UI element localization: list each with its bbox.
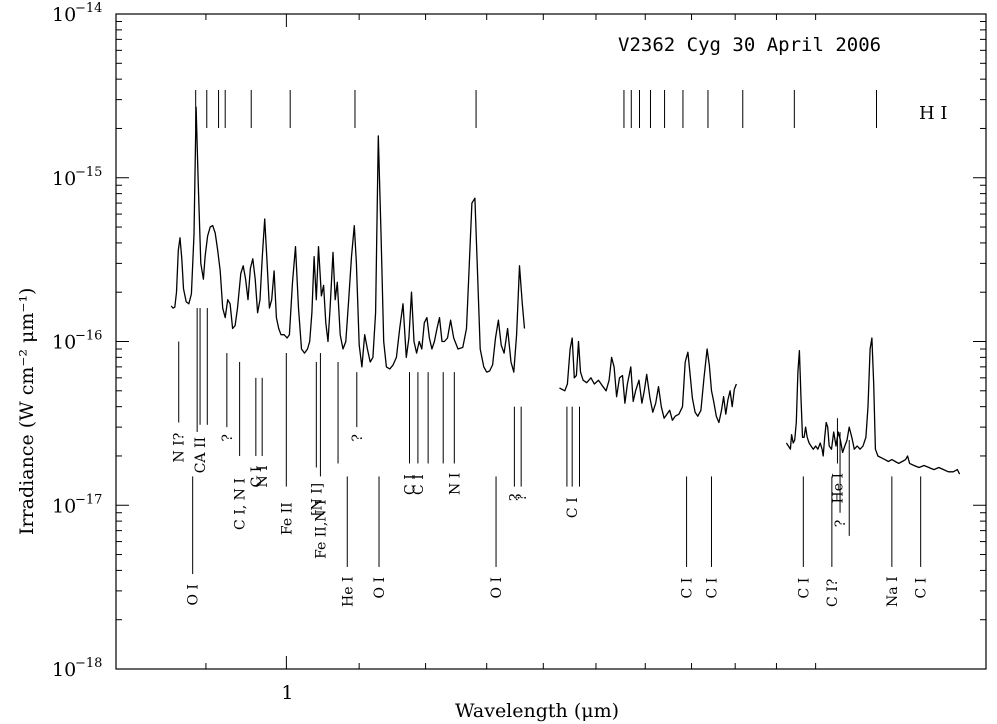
line-id: He I [830,418,846,503]
line-id: N I [255,377,271,487]
y-tick-label: 10−18 [52,656,102,681]
line-id: ? [507,406,523,502]
axis-ticks [115,13,986,670]
line-id: C I [411,372,427,495]
line-id-label: ? [514,494,530,502]
x-tick-labels: 1 [281,682,293,704]
h-i-line-markers [195,90,878,128]
y-tick-base: 10 [52,4,76,26]
line-id-label: N I [255,465,271,487]
y-tick-exponent: −18 [75,656,102,671]
spectrum-segment [785,337,961,475]
line-id-label: C I [411,474,427,495]
line-id: C I [914,476,930,598]
y-tick-exponent: −16 [75,329,102,344]
y-tick-base: 10 [52,659,76,681]
line-id-label: Fe II,N I [313,499,329,558]
line-id-label: [N I] [309,483,325,516]
line-id-label: C I [914,578,930,599]
y-tick-label: 10−15 [52,165,102,190]
line-id: CA II [193,308,209,473]
line-id: O I [186,476,202,606]
h-i-series-label: H I [919,103,948,124]
line-id-label: N I [447,473,463,495]
line-id: C I [403,372,419,495]
line-id: ? [514,406,530,502]
line-id: O I [489,476,505,598]
line-id: ? [220,353,236,442]
spectrum-series [170,106,961,475]
y-tick-label: 10−17 [52,492,102,517]
line-id: C I [796,476,812,598]
line-id-label: C I? [825,579,841,607]
line-id-label: O I [186,584,202,605]
line-id: Fe II,N I [313,353,329,559]
line-id: N I? [172,341,188,463]
y-tick-base: 10 [52,495,76,517]
line-id: C I, N I [233,361,249,530]
line-id-label: C I, N I [233,478,249,530]
line-id-label: C I [680,578,696,599]
line-id: C I [565,406,581,518]
y-axis-label: Irradiance (W cm⁻² μm⁻¹) [16,288,38,535]
plot-frame [115,13,987,670]
line-id-label: O I [372,577,388,598]
line-id-label: CA II [193,437,209,473]
y-tick-base: 10 [52,332,76,354]
line-id-label: He I [340,576,356,606]
y-tick-exponent: −15 [75,165,102,180]
line-id: [N I] [309,361,325,516]
y-tick-label: 10−14 [52,1,102,26]
spectrum-segment [170,106,526,373]
line-identifications: N I? CA IIO I?C I, N IC IN IFe II Fe II,N … [172,308,930,607]
line-id-label: ? [833,520,849,528]
line-id: He I [340,476,356,607]
line-id: ? [350,372,366,442]
line-id-label: Fe II [279,502,295,535]
line-id: N I [447,372,463,495]
x-axis-label: Wavelength (μm) [455,700,619,722]
y-tick-base: 10 [52,168,76,190]
line-id-label: Na I [885,576,901,607]
line-id-label: C I [704,578,720,599]
line-id: C I [680,476,696,598]
y-tick-exponent: −14 [75,1,102,16]
line-id: Fe II [279,353,295,535]
line-id-label: N I? [172,433,188,463]
line-id-label: He I [830,473,846,503]
spectrum-segment [559,337,738,424]
y-tick-label: 10−16 [52,329,102,354]
line-id-label: C I [249,467,265,488]
line-id-label: O I [489,577,505,598]
line-id: C I [249,377,265,488]
line-id-label: ? [350,434,366,442]
line-id-label: C I [403,474,419,495]
chart-title: V2362 Cyg 30 April 2006 [618,34,881,56]
line-id-label: ? [507,494,523,502]
line-id-label: C I [565,497,581,518]
line-id-label: ? [220,434,236,442]
line-id: C I [704,476,720,598]
line-id: ? [833,432,849,527]
x-tick-label: 1 [281,682,293,704]
line-id: O I [372,476,388,598]
line-id: C I? [825,476,841,607]
line-id-label: C I [796,578,812,599]
y-tick-exponent: −17 [75,492,102,507]
line-id: Na I [885,476,901,607]
